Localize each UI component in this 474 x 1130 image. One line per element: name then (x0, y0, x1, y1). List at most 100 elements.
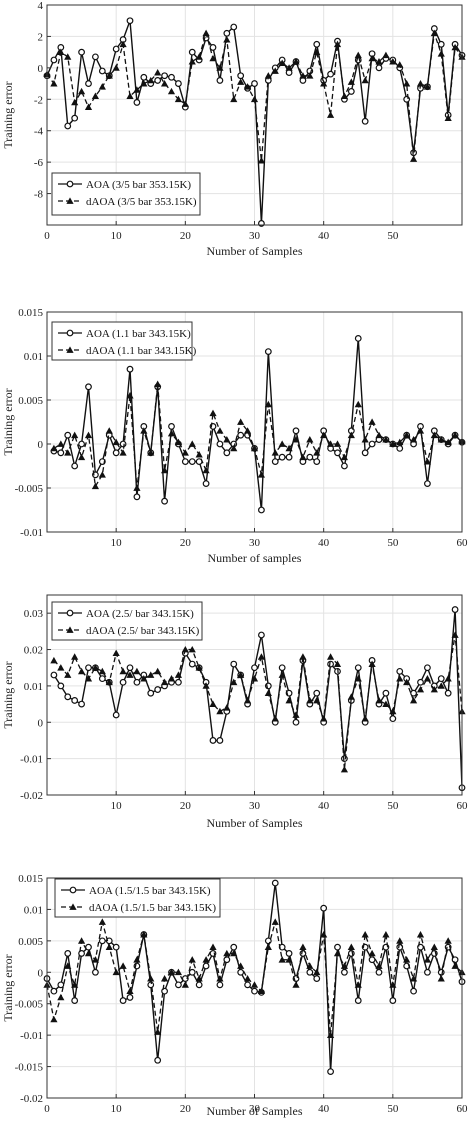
data-point (64, 962, 72, 969)
data-point (167, 968, 176, 976)
data-point (71, 997, 79, 1004)
x-tick-label: 50 (387, 537, 399, 549)
data-point (216, 981, 224, 989)
data-point (299, 943, 307, 951)
data-point (195, 664, 203, 671)
data-point (389, 440, 397, 447)
data-point (174, 968, 183, 976)
data-point (354, 400, 362, 408)
data-point (84, 103, 93, 111)
data-point (78, 440, 85, 448)
data-point (320, 79, 328, 87)
data-point (126, 92, 134, 100)
data-point (251, 80, 258, 87)
data-point (430, 685, 438, 693)
data-point (230, 23, 238, 31)
data-point (154, 1056, 162, 1064)
data-point (237, 418, 245, 425)
data-point (444, 689, 452, 697)
data-point (278, 956, 286, 963)
data-point (375, 57, 383, 65)
data-point (195, 974, 203, 982)
data-point (375, 696, 383, 704)
x-tick-label: 0 (44, 230, 50, 242)
y-tick-label: -0.01 (20, 527, 43, 539)
data-point (313, 968, 321, 976)
x-tick-label: 10 (111, 537, 123, 549)
data-point (278, 664, 286, 672)
data-point (306, 962, 314, 969)
data-point (133, 99, 141, 106)
data-point (71, 462, 79, 470)
data-point (409, 436, 418, 443)
data-point (77, 453, 86, 461)
data-point (444, 438, 452, 446)
y-tick-label: 0.005 (18, 395, 43, 407)
data-point (133, 678, 141, 686)
data-point (354, 51, 362, 59)
data-point (209, 700, 217, 707)
data-point (174, 95, 183, 103)
data-point (382, 700, 390, 707)
data-point (243, 83, 252, 90)
data-point (175, 678, 182, 686)
data-point (361, 930, 369, 938)
x-axis-label: Number of Samples (207, 816, 303, 830)
data-point (313, 458, 321, 466)
x-tick-label: 30 (249, 1103, 261, 1115)
data-point (361, 715, 369, 722)
data-point (389, 57, 397, 65)
data-point (326, 1031, 335, 1039)
data-point (292, 981, 300, 988)
legend-marker (66, 329, 74, 337)
data-point (347, 431, 355, 439)
data-point (313, 689, 321, 697)
data-point (85, 664, 92, 672)
data-point (71, 98, 79, 106)
data-point (64, 431, 72, 439)
data-point (230, 95, 238, 103)
data-point (361, 76, 369, 84)
y-tick-label: 0.015 (18, 307, 43, 319)
data-point (341, 968, 348, 976)
data-point (257, 156, 266, 164)
data-point (354, 664, 362, 672)
data-point (389, 981, 397, 988)
y-tick-label: 0.03 (24, 608, 44, 620)
data-point (112, 968, 120, 976)
data-point (437, 682, 445, 689)
chart-4: 0 10 20 30 40 50 60 0.015 0.01 0.005 0 -0.005 -0.01 -… (1, 873, 468, 1118)
data-point (410, 987, 417, 995)
data-point (403, 678, 411, 686)
data-point (278, 440, 286, 447)
data-point (223, 35, 231, 43)
data-point (126, 664, 134, 672)
data-point (423, 458, 432, 465)
data-point (264, 400, 272, 408)
data-point (375, 968, 383, 976)
data-point (306, 453, 314, 461)
data-point (424, 664, 431, 672)
data-point (175, 80, 182, 87)
data-point (243, 974, 252, 982)
data-point (126, 17, 134, 25)
series-daoa (50, 380, 466, 491)
data-point (77, 87, 86, 95)
data-point (334, 943, 341, 951)
data-point (85, 383, 92, 391)
data-point (237, 968, 245, 976)
legend-label: AOA (1.1 bar 343.15K) (86, 328, 191, 340)
data-point (119, 449, 127, 456)
legend-box (51, 601, 203, 641)
x-tick-label: 30 (249, 230, 261, 242)
y-tick-label: -0.02 (20, 1093, 43, 1105)
data-point (181, 458, 189, 466)
data-point (105, 427, 113, 434)
data-point (285, 453, 293, 461)
data-point (299, 72, 307, 79)
legend: AOA (1.5/1.5 bar 343.15K) dAOA (1.5/1.5 b… (54, 878, 221, 918)
y-tick-label: -0.02 (20, 790, 43, 802)
data-point (320, 930, 328, 938)
data-point (126, 392, 134, 399)
y-tick-label: -6 (34, 157, 44, 169)
